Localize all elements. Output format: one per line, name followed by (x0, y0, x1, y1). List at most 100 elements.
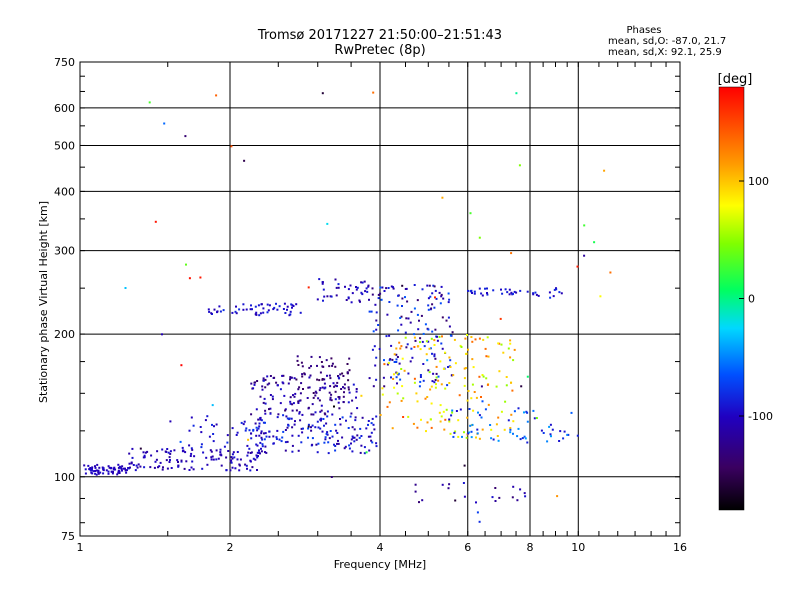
data-point (188, 469, 191, 471)
data-point (350, 442, 352, 445)
data-point (504, 400, 507, 403)
data-point (211, 455, 214, 458)
data-point (498, 496, 501, 499)
data-point (434, 328, 437, 331)
data-point (268, 382, 271, 385)
data-point (255, 408, 258, 411)
y-tick-label: 300 (54, 245, 75, 258)
data-point (435, 383, 437, 386)
data-point (401, 284, 404, 287)
data-point (177, 461, 179, 463)
y-tick-label: 750 (54, 56, 75, 69)
data-point (464, 337, 467, 340)
data-point (425, 340, 428, 343)
colorbar-tick-label: -100 (748, 410, 773, 423)
data-point (211, 404, 214, 407)
data-point (135, 464, 138, 467)
data-point (429, 388, 432, 391)
data-point (380, 298, 383, 301)
data-point (434, 289, 437, 292)
data-point (421, 288, 424, 291)
data-point (381, 286, 384, 289)
data-point (321, 430, 324, 433)
data-point (227, 450, 230, 452)
data-point (264, 409, 267, 412)
data-point (310, 413, 313, 416)
data-point (416, 299, 419, 302)
data-point (396, 356, 399, 358)
data-point (361, 281, 364, 284)
data-point (330, 399, 333, 402)
data-point (367, 435, 370, 438)
data-point (314, 411, 317, 414)
data-point (261, 438, 264, 441)
data-point (405, 346, 408, 349)
data-point (236, 458, 239, 461)
data-point (282, 308, 285, 310)
data-point (373, 345, 376, 348)
data-point (433, 344, 436, 346)
data-point (128, 452, 131, 455)
data-point (122, 467, 125, 470)
data-point (235, 305, 237, 308)
data-point (292, 402, 295, 405)
data-point (265, 451, 268, 454)
data-point (473, 292, 476, 295)
data-point (495, 385, 498, 388)
data-point (250, 451, 253, 454)
data-point (225, 456, 228, 459)
data-point (355, 286, 357, 288)
data-point (259, 416, 262, 419)
data-point (301, 413, 304, 416)
data-point (255, 426, 258, 429)
data-point (294, 420, 296, 423)
data-point (441, 335, 443, 338)
data-point (546, 440, 549, 443)
data-point (256, 456, 259, 459)
data-point (143, 456, 146, 459)
data-point (323, 378, 326, 381)
data-point (556, 495, 559, 498)
data-point (512, 420, 515, 423)
data-point (252, 428, 255, 431)
data-point (359, 451, 362, 454)
data-point (215, 458, 218, 461)
y-tick-label: 400 (54, 185, 75, 198)
data-point (311, 443, 314, 446)
data-point (208, 435, 211, 438)
data-point (276, 308, 279, 311)
data-point (349, 284, 352, 287)
data-point (262, 311, 265, 314)
data-point (480, 396, 482, 398)
data-point (478, 236, 481, 239)
data-point (567, 433, 570, 436)
data-point (289, 313, 292, 316)
data-point (334, 390, 337, 393)
data-point (416, 426, 419, 429)
data-point (269, 412, 272, 415)
data-point (365, 451, 368, 454)
data-point (185, 263, 187, 266)
data-point (329, 377, 332, 380)
data-point (440, 285, 443, 288)
data-point (336, 385, 338, 388)
data-point (230, 459, 233, 462)
data-point (356, 407, 359, 410)
data-point (566, 433, 569, 436)
data-point (512, 292, 514, 295)
data-point (245, 427, 248, 430)
data-point (235, 312, 238, 315)
data-point (266, 383, 269, 386)
data-point (91, 472, 94, 475)
data-point (368, 449, 371, 452)
data-point (444, 351, 446, 354)
data-point (491, 496, 494, 499)
data-point (469, 424, 472, 427)
data-point (334, 445, 337, 447)
data-point (486, 292, 488, 294)
data-point (472, 409, 475, 412)
data-point (471, 423, 474, 426)
data-point (349, 415, 352, 418)
data-point (433, 353, 436, 356)
data-point (102, 467, 105, 470)
